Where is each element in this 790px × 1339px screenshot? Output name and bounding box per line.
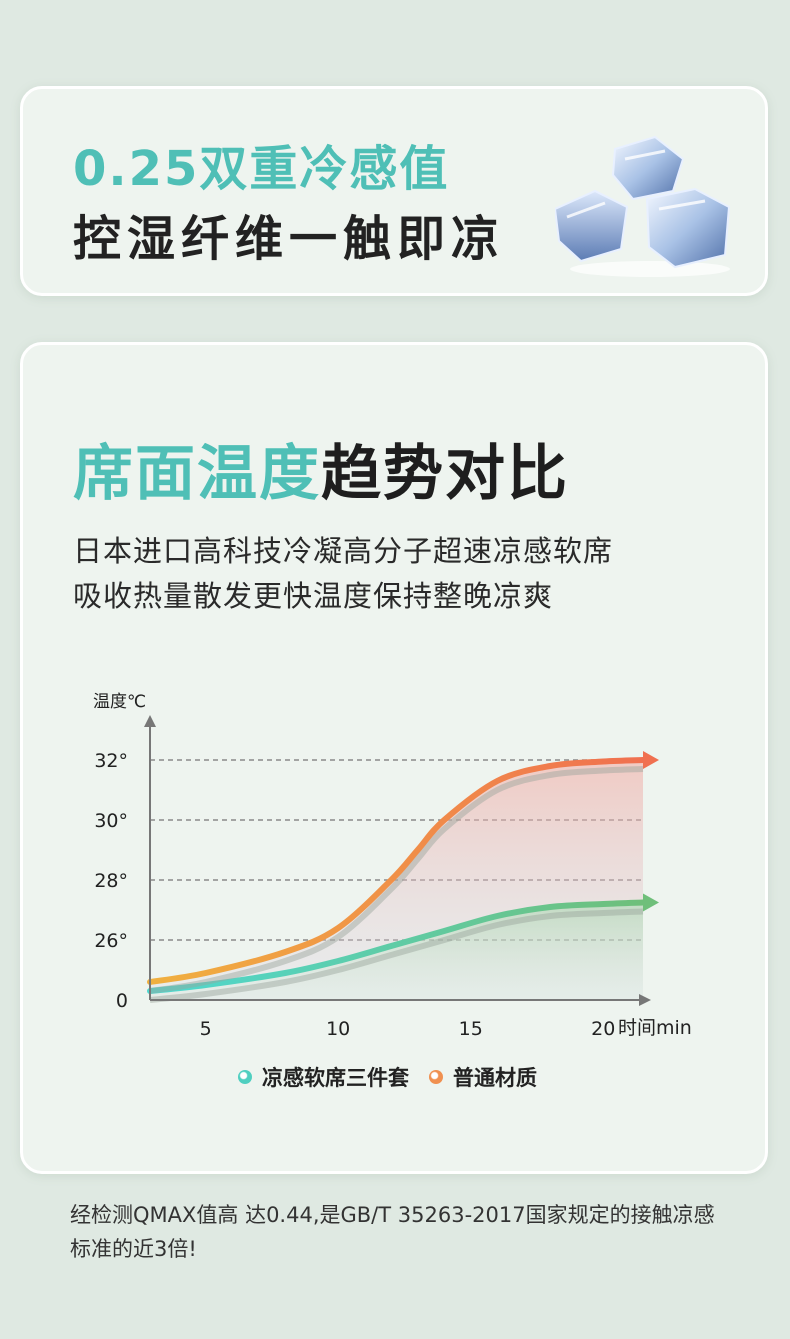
series-shadow-regular-material bbox=[149, 766, 644, 994]
cooling-value-subline: 控湿纤维一触即凉 bbox=[73, 211, 506, 267]
legend-item-cooling-set: 凉感软席三件套 bbox=[238, 1062, 409, 1092]
x-tick-label: 5 bbox=[200, 1018, 212, 1040]
cooling-value-card: 0.25双重冷感值 控湿纤维一触即凉 bbox=[20, 86, 768, 296]
legend-item-regular: 普通材质 bbox=[429, 1062, 537, 1092]
series-arrow-cooling-set-icon bbox=[643, 893, 659, 912]
chart-legend: 凉感软席三件套 普通材质 bbox=[238, 1062, 537, 1092]
x-axis-arrow-icon bbox=[639, 994, 651, 1006]
test-footnote: 经检测QMAX值高 达0.44,是GB/T 35263-2017国家规定的接触凉… bbox=[70, 1203, 715, 1261]
legend-label-regular: 普通材质 bbox=[453, 1066, 537, 1090]
legend-dot-cooling bbox=[238, 1070, 252, 1084]
y-axis-arrow-icon bbox=[144, 715, 156, 727]
legend-label-cooling-set: 凉感软席三件套 bbox=[262, 1066, 409, 1090]
x-tick-label: 10 bbox=[326, 1018, 350, 1040]
y-tick-label: 26° bbox=[94, 930, 128, 952]
ice-cubes-icon bbox=[555, 135, 731, 277]
series-shadow-cooling-set bbox=[149, 908, 644, 1003]
section-title-accent: 席面温度 bbox=[73, 439, 321, 509]
y-tick-label: 0 bbox=[116, 990, 128, 1012]
series-arrow-regular-material-icon bbox=[643, 751, 659, 769]
section-title: 席面温度趋势对比 bbox=[73, 425, 569, 512]
temperature-trend-card: 席面温度趋势对比 日本进口高科技冷凝高分子超速凉感软席 吸收热量散发更快温度保持… bbox=[20, 342, 768, 1174]
y-axis-title: 温度℃ bbox=[93, 692, 146, 712]
series-line-regular-material bbox=[147, 757, 646, 985]
x-axis-title: 时间min bbox=[618, 1017, 692, 1039]
temperature-chart: 0 26° 28° 30° 32° 5 10 15 20 温度℃ 时间min bbox=[93, 692, 692, 1040]
description-line-2: 吸收热量散发更快温度保持整晚凉爽 bbox=[73, 579, 554, 613]
description-line-1: 日本进口高科技冷凝高分子超速凉感软席 bbox=[73, 534, 614, 568]
y-tick-label: 32° bbox=[94, 750, 128, 772]
x-tick-label: 20 bbox=[591, 1018, 615, 1040]
y-tick-label: 28° bbox=[94, 870, 128, 892]
section-title-dark: 趋势对比 bbox=[321, 439, 569, 509]
cooling-value-headline: 0.25双重冷感值 bbox=[73, 141, 450, 197]
series-line-cooling-set bbox=[147, 899, 646, 994]
x-tick-label: 15 bbox=[459, 1018, 483, 1040]
legend-dot-regular bbox=[429, 1070, 443, 1084]
y-tick-label: 30° bbox=[94, 810, 128, 832]
